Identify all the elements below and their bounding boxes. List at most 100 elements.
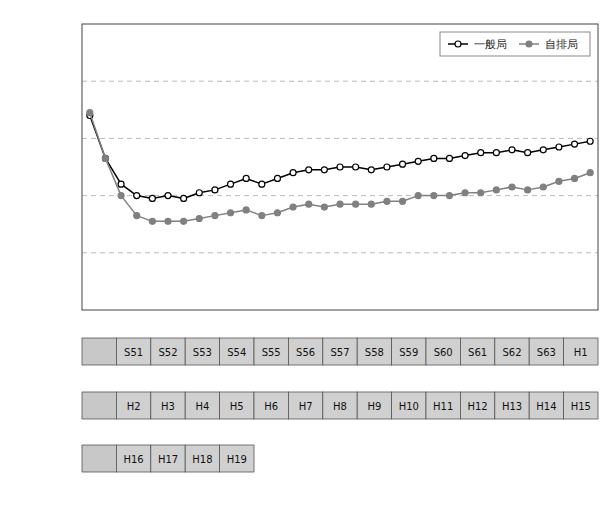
legend-marker [526, 41, 532, 47]
label-text: S58 [365, 347, 384, 358]
label-box-prefix [82, 338, 116, 365]
label-text: S57 [330, 347, 349, 358]
series-point [400, 161, 406, 167]
series-point [478, 150, 484, 156]
series-point [353, 201, 359, 207]
label-box [460, 338, 494, 365]
series-point [415, 158, 421, 164]
label-text: H1 [574, 347, 588, 358]
label-box [357, 338, 391, 365]
series-point [572, 175, 578, 181]
label-text: H12 [467, 401, 487, 412]
series-point [321, 204, 327, 210]
legend-label: 一般局 [474, 38, 507, 51]
label-text: S52 [158, 347, 177, 358]
label-text: S56 [296, 347, 315, 358]
series-point [431, 155, 437, 161]
grid [82, 81, 598, 253]
label-text: H19 [227, 454, 247, 465]
series-point [384, 164, 390, 170]
series-point [368, 201, 374, 207]
data [87, 110, 593, 225]
series-point [274, 175, 280, 181]
series-point [337, 164, 343, 170]
series-point [306, 167, 312, 173]
series-point [462, 190, 468, 196]
label-box [288, 392, 322, 419]
series-line [90, 113, 590, 222]
label-box [323, 392, 357, 419]
series-point [243, 207, 249, 213]
label-box [392, 392, 426, 419]
series-point [368, 167, 374, 173]
series-point [572, 141, 578, 147]
label-text: S60 [434, 347, 453, 358]
label-box-prefix [82, 445, 116, 472]
label-text: S62 [502, 347, 521, 358]
label-box [151, 445, 185, 472]
label-text: H14 [536, 401, 556, 412]
series-point [525, 150, 531, 156]
label-box [116, 392, 150, 419]
series-point [415, 193, 421, 199]
label-text: H8 [333, 401, 347, 412]
series-point [134, 213, 140, 219]
series-point [446, 193, 452, 199]
series-point [556, 144, 562, 150]
series-point [290, 204, 296, 210]
series-point [509, 184, 515, 190]
label-text: H6 [264, 401, 278, 412]
legend: 一般局 自排局 [440, 32, 590, 56]
series-point [400, 198, 406, 204]
series-point [165, 193, 171, 199]
label-box [357, 392, 391, 419]
series-point [181, 195, 187, 201]
series-point [165, 218, 171, 224]
series-point [587, 138, 593, 144]
label-box [564, 392, 598, 419]
label-text: H5 [230, 401, 244, 412]
series-point [274, 210, 280, 216]
label-text: H2 [127, 401, 141, 412]
series-point [196, 190, 202, 196]
label-text: S63 [537, 347, 556, 358]
label-text: S61 [468, 347, 487, 358]
series-point [102, 155, 108, 161]
legend-marker [455, 41, 461, 47]
grid-line [82, 81, 598, 82]
series-point [118, 181, 124, 187]
label-box [185, 445, 219, 472]
chart: 一般局自排局S51S52S53S54S55S56S57S58S59S60S61S… [0, 0, 610, 518]
label-text: S55 [262, 347, 281, 358]
label-box [426, 392, 460, 419]
series-point [353, 164, 359, 170]
label-box [254, 392, 288, 419]
label-box [426, 338, 460, 365]
label-table: S51S52S53S54S55S56S57S58S59S60S61S62S63H… [82, 338, 598, 472]
label-text: H15 [571, 401, 591, 412]
legend-label: 自排局 [545, 38, 578, 51]
series-point [149, 195, 155, 201]
label-text: H3 [161, 401, 175, 412]
series-point [212, 213, 218, 219]
label-box [323, 338, 357, 365]
series-point [509, 147, 515, 153]
label-box [288, 338, 322, 365]
series-point [181, 218, 187, 224]
label-box [392, 338, 426, 365]
series-point [587, 170, 593, 176]
label-box [151, 392, 185, 419]
series-point [540, 184, 546, 190]
series-point [259, 181, 265, 187]
series-point [321, 167, 327, 173]
series-point [384, 198, 390, 204]
series-point [118, 193, 124, 199]
series-line [90, 116, 590, 199]
grid-line [82, 195, 598, 196]
label-box [254, 338, 288, 365]
series-point [196, 215, 202, 221]
series-point [149, 218, 155, 224]
plot-frame [82, 24, 598, 310]
label-box [220, 338, 254, 365]
label-text: H18 [192, 454, 212, 465]
